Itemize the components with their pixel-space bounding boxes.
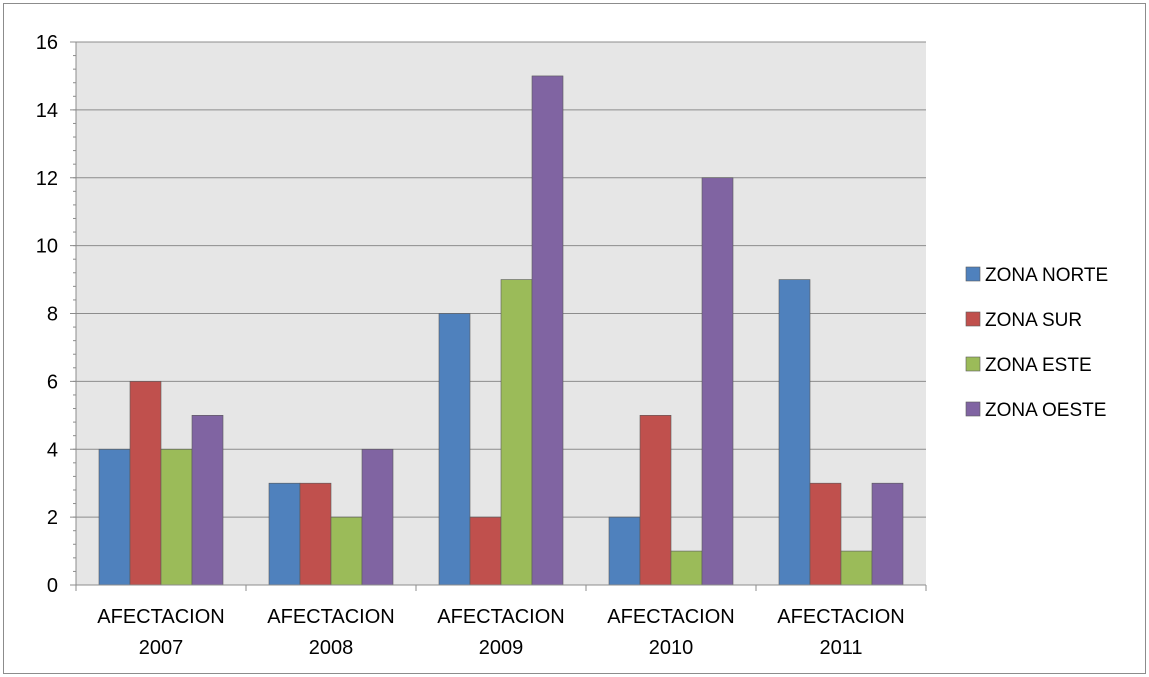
chart-frame: 0 2 4 6 8 10 12 14 16 AFECTACION 2007 AFECTACION 200… <box>3 3 1146 674</box>
y-tick-label: 16 <box>36 32 58 54</box>
y-tick-label: 10 <box>36 236 58 258</box>
bar <box>469 516 502 586</box>
bar <box>98 448 131 586</box>
bar <box>160 448 193 586</box>
x-tick-label: AFECTACION 2011 <box>777 606 904 659</box>
legend-label: ZONA ESTE <box>985 355 1092 376</box>
x-tick-label: AFECTACION 2010 <box>607 606 734 659</box>
bar <box>129 381 162 586</box>
y-tick-label: 4 <box>47 439 58 461</box>
y-tick-label: 0 <box>47 575 58 597</box>
legend-label: ZONA NORTE <box>985 265 1108 286</box>
x-tick-label: AFECTACION 2008 <box>267 606 394 659</box>
x-tick-label: AFECTACION 2009 <box>437 606 564 659</box>
bar <box>361 448 394 586</box>
y-tick-label: 6 <box>47 371 58 393</box>
legend-swatch <box>965 311 981 327</box>
bar <box>608 516 641 586</box>
bar <box>871 482 904 586</box>
y-tick-label: 12 <box>36 168 58 190</box>
y-tick-label: 2 <box>47 507 58 529</box>
bar <box>299 482 332 586</box>
axes: 0 2 4 6 8 10 12 14 16 AFECTACION 2007 AFECTACION 200… <box>36 32 927 659</box>
bar <box>840 550 873 586</box>
legend: ZONA NORTE ZONA SUR ZONA ESTE ZONA OESTE <box>965 265 1108 421</box>
y-tick-label: 14 <box>36 100 58 122</box>
legend-swatch <box>965 266 981 282</box>
bar-chart: 0 2 4 6 8 10 12 14 16 AFECTACION 2007 AFECTACION 200… <box>36 32 1108 659</box>
y-tick-label: 8 <box>47 304 58 326</box>
legend-label: ZONA SUR <box>985 310 1082 331</box>
legend-label: ZONA OESTE <box>985 400 1106 421</box>
bar <box>191 415 224 586</box>
bar <box>670 550 703 586</box>
bar <box>809 482 842 586</box>
bar <box>531 75 564 586</box>
legend-swatch <box>965 356 981 372</box>
bar <box>701 177 734 586</box>
bar <box>639 415 672 586</box>
bar <box>268 482 301 586</box>
bars <box>98 75 904 586</box>
bar <box>778 279 811 586</box>
bar <box>330 516 363 586</box>
bar <box>500 279 533 586</box>
bar <box>438 313 471 586</box>
x-tick-label: AFECTACION 2007 <box>97 606 224 659</box>
legend-swatch <box>965 401 981 417</box>
